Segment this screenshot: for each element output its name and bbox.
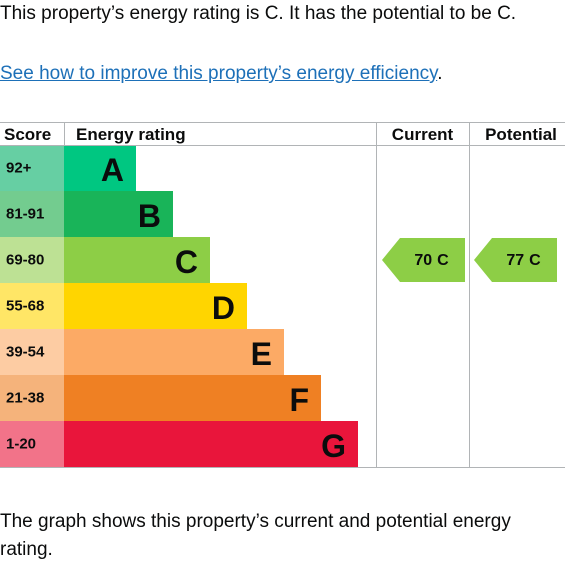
intro-text: This property’s energy rating is C. It h…	[0, 3, 517, 24]
score-cell	[0, 421, 64, 467]
improve-link[interactable]: See how to improve this property’s energ…	[0, 63, 438, 84]
rating-letter: C	[175, 244, 198, 280]
score-cell	[0, 283, 64, 329]
current-letter: C	[437, 252, 449, 269]
score-label: 92+	[6, 160, 32, 177]
score-label: 69-80	[6, 252, 44, 269]
rating-letter: G	[321, 428, 346, 464]
score-label: 81-91	[6, 206, 44, 223]
rating-bar	[64, 329, 284, 375]
rating-letter: F	[289, 382, 309, 418]
rating-bar	[64, 237, 210, 283]
score-label: 21-38	[6, 390, 44, 407]
rating-letter: E	[251, 336, 272, 372]
current-value: 70	[414, 252, 432, 269]
column-header: Potential	[485, 125, 557, 144]
score-cell	[0, 145, 64, 191]
rating-bar	[64, 145, 136, 191]
column-header: Score	[4, 125, 51, 144]
rating-bar	[64, 283, 247, 329]
score-cell	[0, 191, 64, 237]
rating-letter: D	[212, 290, 235, 326]
rating-bar	[64, 191, 173, 237]
rating-letter: B	[138, 198, 161, 234]
column-header: Current	[392, 125, 454, 144]
rating-bar	[64, 421, 358, 467]
potential-letter: C	[529, 252, 541, 269]
column-header: Energy rating	[76, 125, 186, 144]
current-label: 70 C	[414, 252, 449, 269]
summary-text: The graph shows this property’s current …	[0, 511, 511, 560]
score-cell	[0, 237, 64, 283]
score-label: 55-68	[6, 298, 44, 315]
score-cell	[0, 375, 64, 421]
energy-graph: Score Energy rating Current Potential 92+ A 81…	[0, 122, 565, 468]
rating-letter: A	[101, 152, 124, 188]
potential-value: 77	[506, 252, 524, 269]
potential-label: 77 C	[506, 252, 541, 269]
link-line: See how to improve this property’s energ…	[0, 60, 443, 88]
score-label: 1-20	[6, 436, 36, 453]
rating-bar	[64, 375, 321, 421]
score-cell	[0, 329, 64, 375]
potential-arrow	[474, 238, 557, 282]
score-label: 39-54	[6, 344, 45, 361]
current-arrow	[382, 238, 465, 282]
link-trailing: .	[437, 63, 443, 84]
